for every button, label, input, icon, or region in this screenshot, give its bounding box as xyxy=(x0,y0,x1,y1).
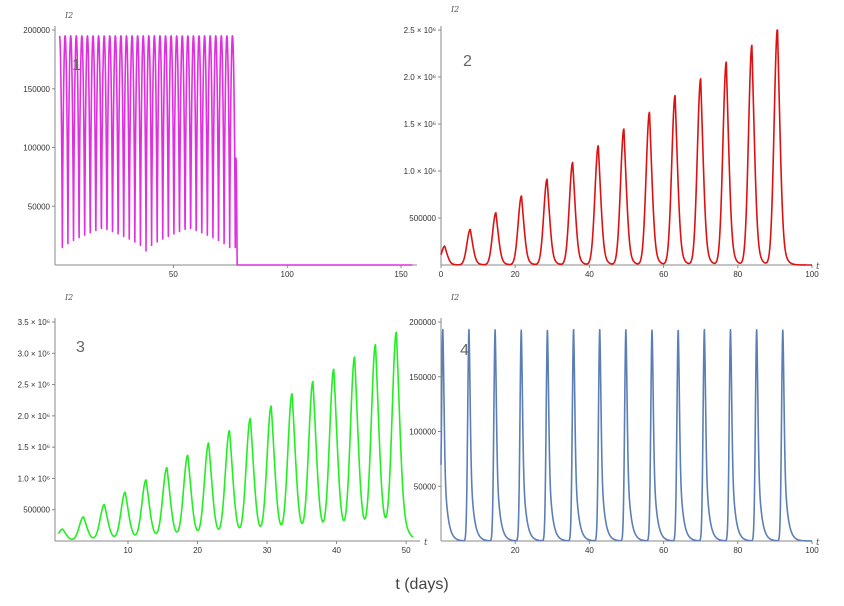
y-tick-label: 50000 xyxy=(28,202,51,211)
x-axis-label: t xyxy=(816,262,820,272)
y-tick-label: 1.5 × 10⁶ xyxy=(18,443,50,452)
x-tick-label: 10 xyxy=(124,546,133,555)
y-tick-label: 3.0 × 10⁶ xyxy=(18,349,50,358)
x-tick-label: 50 xyxy=(402,546,411,555)
x-tick-label: 40 xyxy=(332,546,341,555)
x-tick-label: 20 xyxy=(511,546,520,555)
series-line xyxy=(440,29,813,266)
y-tick-label: 1.5 × 10⁶ xyxy=(404,120,436,129)
series-line xyxy=(440,328,813,542)
x-tick-label: 40 xyxy=(585,546,594,555)
y-tick-label: 1.0 × 10⁶ xyxy=(404,167,436,176)
panel-label: 3 xyxy=(76,339,85,356)
y-tick-label: 100000 xyxy=(23,144,50,153)
y-axis-label: I2 xyxy=(450,293,459,302)
chart-panel-1: 50000 100000 150000 200000 50 100 150 I2 1 xyxy=(23,11,417,279)
x-tick-label: 20 xyxy=(193,546,202,555)
chart-panel-4: 50000 100000 150000 200000 20 40 60 80 100 I2 t 4 xyxy=(409,293,820,555)
y-tick-label: 2.0 × 10⁶ xyxy=(404,73,436,82)
x-tick-label: 100 xyxy=(805,546,819,555)
y-tick-label: 100000 xyxy=(409,428,436,437)
x-tick-label: 80 xyxy=(733,546,742,555)
y-axis-label: I2 xyxy=(450,5,459,14)
series-line xyxy=(57,331,414,541)
y-tick-label: 1.0 × 10⁶ xyxy=(18,474,50,483)
x-tick-label: 50 xyxy=(169,270,178,279)
x-tick-label: 100 xyxy=(805,270,819,279)
x-axis-caption: t (days) xyxy=(395,576,449,593)
y-tick-label: 500000 xyxy=(409,214,436,223)
y-axis-label: I2 xyxy=(64,293,73,302)
x-tick-label: 60 xyxy=(659,546,668,555)
x-tick-label: 40 xyxy=(585,270,594,279)
chart-panel-3: 500000 1.0 × 10⁶ 1.5 × 10⁶ 2.0 × 10⁶ 2.5 × 1… xyxy=(18,293,428,555)
y-tick-label: 200000 xyxy=(23,26,50,35)
y-tick-label: 200000 xyxy=(409,318,436,327)
panel-label: 1 xyxy=(72,57,81,74)
y-tick-label: 2.0 × 10⁶ xyxy=(18,412,50,421)
x-tick-label: 20 xyxy=(511,270,520,279)
x-tick-label: 150 xyxy=(394,270,408,279)
y-tick-label: 150000 xyxy=(23,85,50,94)
y-tick-label: 3.5 × 10⁶ xyxy=(18,318,50,327)
y-tick-label: 2.5 × 10⁶ xyxy=(404,26,436,35)
chart-panel-2: 500000 1.0 × 10⁶ 1.5 × 10⁶ 2.0 × 10⁶ 2.5 × 1… xyxy=(404,5,820,279)
y-axis-label: I2 xyxy=(64,11,73,20)
panel-label: 2 xyxy=(463,53,472,70)
x-axis-label: t xyxy=(424,538,428,548)
x-axis-label: t xyxy=(816,538,820,548)
y-tick-label: 50000 xyxy=(414,482,437,491)
y-tick-label: 150000 xyxy=(409,373,436,382)
y-tick-label: 2.5 × 10⁶ xyxy=(18,381,50,390)
x-tick-label: 80 xyxy=(733,270,742,279)
x-tick-label: 60 xyxy=(659,270,668,279)
series-line xyxy=(58,35,414,266)
y-tick-label: 500000 xyxy=(23,506,50,515)
panel-label: 4 xyxy=(460,342,469,359)
x-tick-label: 0 xyxy=(439,270,444,279)
x-tick-label: 30 xyxy=(263,546,272,555)
x-tick-label: 100 xyxy=(281,270,295,279)
